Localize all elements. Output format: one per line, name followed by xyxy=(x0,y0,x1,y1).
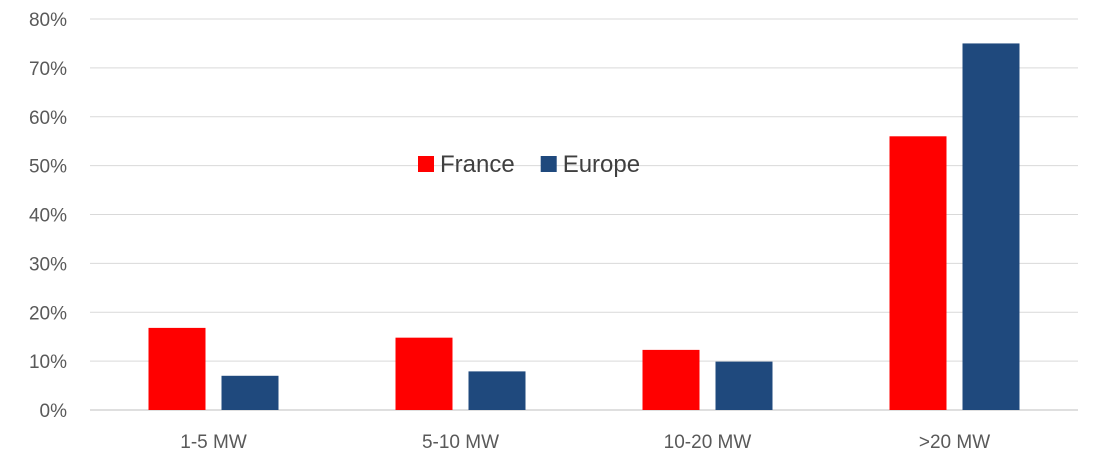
bar-france-1 xyxy=(148,327,206,410)
y-tick-label: 0% xyxy=(40,401,68,422)
bars xyxy=(148,43,1020,411)
legend-swatch-france xyxy=(418,156,434,172)
y-tick-label: 10% xyxy=(29,352,67,373)
x-tick-label: >20 MW xyxy=(919,432,990,453)
y-tick-label: 80% xyxy=(29,10,67,31)
y-tick-label: 50% xyxy=(29,157,67,178)
y-tick-label: 40% xyxy=(29,206,67,227)
bar-france-3 xyxy=(642,349,700,410)
x-tick-label: 10-20 MW xyxy=(664,432,752,453)
y-tick-label: 30% xyxy=(29,254,67,275)
gridlines xyxy=(90,18,1078,362)
bar-france-2 xyxy=(395,337,453,410)
y-axis-tick-labels: 0% 10% 20% 30% 40% 50% 60% 70% 80% xyxy=(29,10,67,422)
x-axis-tick-labels: 1-5 MW 5-10 MW 10-20 MW >20 MW xyxy=(180,432,990,453)
bar-europe-2 xyxy=(468,371,526,410)
x-tick-label: 1-5 MW xyxy=(180,432,247,453)
y-tick-label: 60% xyxy=(29,108,67,129)
x-tick-label: 5-10 MW xyxy=(422,432,499,453)
y-tick-label: 20% xyxy=(29,303,67,324)
legend-label-europe: Europe xyxy=(563,151,640,178)
legend-swatch-europe xyxy=(540,156,557,172)
bar-europe-3 xyxy=(715,361,773,410)
legend: France Europe xyxy=(418,151,640,178)
legend-label-france: France xyxy=(440,151,515,178)
bar-france-4 xyxy=(889,136,947,411)
bar-europe-4 xyxy=(962,43,1020,410)
y-tick-label: 70% xyxy=(29,59,67,80)
bar-europe-1 xyxy=(221,375,279,410)
